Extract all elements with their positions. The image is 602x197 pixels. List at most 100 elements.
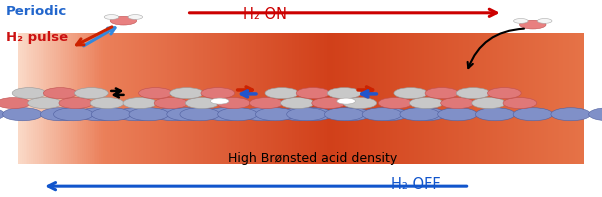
Bar [31, 33, 33, 164]
Circle shape [406, 108, 446, 121]
Bar [314, 33, 316, 164]
Circle shape [312, 98, 346, 109]
Bar [550, 33, 552, 164]
Bar [224, 33, 226, 164]
Bar [226, 33, 228, 164]
Bar [239, 33, 241, 164]
Bar [373, 33, 374, 164]
Bar [309, 33, 311, 164]
Bar [433, 33, 435, 164]
Circle shape [205, 108, 244, 121]
Bar [173, 33, 175, 164]
Circle shape [90, 98, 124, 109]
Bar [461, 33, 463, 164]
Bar [116, 33, 118, 164]
Bar [98, 33, 99, 164]
Bar [122, 33, 123, 164]
Bar [176, 33, 178, 164]
Circle shape [92, 108, 131, 121]
Bar [374, 33, 376, 164]
Bar [535, 33, 537, 164]
Bar [446, 33, 448, 164]
Bar [244, 33, 246, 164]
Bar [290, 33, 291, 164]
Circle shape [394, 88, 427, 99]
Bar [416, 33, 418, 164]
Bar [252, 33, 254, 164]
Bar [358, 33, 359, 164]
Circle shape [211, 98, 229, 104]
Bar [479, 33, 480, 164]
Circle shape [538, 19, 552, 23]
Bar [367, 33, 369, 164]
Bar [45, 33, 46, 164]
Bar [422, 33, 424, 164]
Bar [165, 33, 167, 164]
Bar [380, 33, 382, 164]
Bar [424, 33, 426, 164]
Bar [403, 33, 405, 164]
Bar [301, 33, 303, 164]
Bar [339, 33, 341, 164]
Bar [108, 33, 111, 164]
Bar [206, 33, 208, 164]
Bar [418, 33, 420, 164]
Bar [497, 33, 499, 164]
Bar [565, 33, 567, 164]
Bar [284, 33, 286, 164]
Bar [37, 33, 39, 164]
Bar [144, 33, 146, 164]
Bar [248, 33, 250, 164]
Circle shape [180, 108, 220, 121]
Bar [335, 33, 337, 164]
Bar [146, 33, 148, 164]
Circle shape [0, 98, 30, 109]
Bar [556, 33, 557, 164]
Circle shape [400, 108, 439, 121]
Bar [269, 33, 271, 164]
Bar [489, 33, 491, 164]
Bar [241, 33, 243, 164]
Circle shape [43, 88, 77, 99]
Bar [135, 33, 137, 164]
Bar [359, 33, 361, 164]
Bar [350, 33, 352, 164]
Bar [527, 33, 529, 164]
Bar [346, 33, 348, 164]
Bar [412, 33, 414, 164]
Bar [499, 33, 501, 164]
Circle shape [513, 108, 553, 121]
Circle shape [128, 15, 143, 19]
Bar [23, 33, 26, 164]
Bar [331, 33, 333, 164]
Bar [391, 33, 394, 164]
Bar [520, 33, 522, 164]
Bar [401, 33, 403, 164]
Bar [337, 33, 339, 164]
Bar [476, 33, 479, 164]
Bar [235, 33, 237, 164]
Bar [56, 33, 58, 164]
Bar [259, 33, 261, 164]
Bar [265, 33, 267, 164]
Circle shape [242, 108, 282, 121]
Circle shape [201, 88, 235, 99]
Bar [141, 33, 143, 164]
Bar [450, 33, 452, 164]
Bar [524, 33, 526, 164]
Bar [256, 33, 258, 164]
Bar [371, 33, 373, 164]
Bar [148, 33, 150, 164]
Bar [486, 33, 488, 164]
Bar [137, 33, 139, 164]
Bar [69, 33, 71, 164]
Bar [296, 33, 297, 164]
Bar [229, 33, 231, 164]
Bar [465, 33, 467, 164]
Bar [386, 33, 388, 164]
Bar [571, 33, 573, 164]
Circle shape [75, 88, 108, 99]
Bar [41, 33, 43, 164]
Bar [129, 33, 131, 164]
Bar [203, 33, 205, 164]
